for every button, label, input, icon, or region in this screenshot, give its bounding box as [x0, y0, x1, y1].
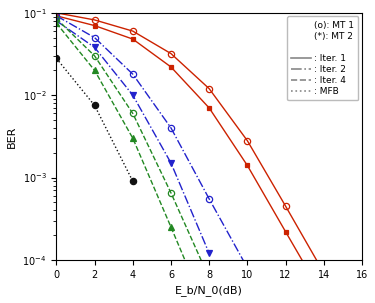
X-axis label: E_b/N_0(dB): E_b/N_0(dB) — [175, 285, 243, 296]
Y-axis label: BER: BER — [7, 125, 17, 148]
Legend: (o): MT 1, (*): MT 2, , : Iter. 1, : Iter. 2, : Iter. 4, : MFB: (o): MT 1, (*): MT 2, , : Iter. 1, : Ite… — [287, 16, 358, 100]
